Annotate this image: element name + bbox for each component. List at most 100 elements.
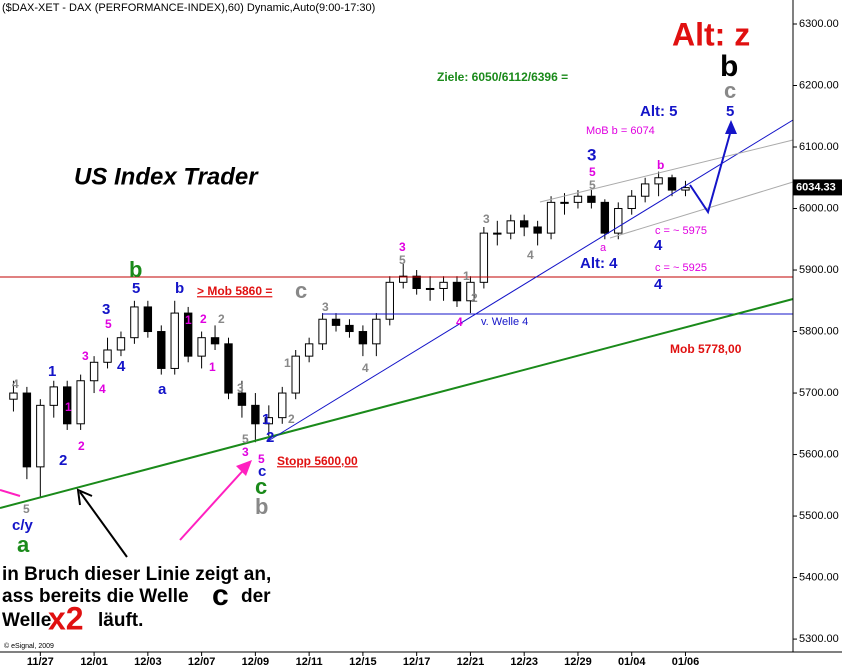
candle-body bbox=[22, 392, 32, 468]
y-tick-label: 5600.00 bbox=[799, 448, 839, 460]
candle-body bbox=[36, 404, 45, 468]
candle-body bbox=[103, 349, 112, 363]
candle-body bbox=[143, 306, 153, 333]
x-tick-label: 12/15 bbox=[349, 656, 377, 668]
annotation: 5 bbox=[399, 253, 406, 267]
y-tick-label: 5800.00 bbox=[799, 325, 839, 337]
annotation: c = ~ 5925 bbox=[655, 262, 707, 274]
annotation: 5 bbox=[132, 280, 140, 297]
annotation: 4 bbox=[12, 377, 19, 391]
annotation: 5 bbox=[589, 178, 596, 192]
annotation: a bbox=[158, 381, 167, 398]
candle-body bbox=[614, 208, 623, 234]
annotation: 2 bbox=[59, 452, 67, 469]
projection-arrow bbox=[689, 129, 732, 215]
arrow-head bbox=[236, 460, 252, 476]
annotation: Mob 5778,00 bbox=[670, 342, 742, 356]
annotation: x2 bbox=[48, 600, 84, 636]
last-price-box bbox=[793, 179, 842, 196]
x-tick-label: 12/03 bbox=[134, 656, 162, 668]
annotation: c bbox=[258, 463, 266, 480]
channel-lower bbox=[609, 181, 794, 239]
annotation: Welle bbox=[2, 610, 51, 631]
candle-body bbox=[506, 220, 515, 234]
candle-body bbox=[560, 201, 569, 204]
annotation: 5 bbox=[242, 432, 249, 446]
y-tick-label: 5400.00 bbox=[799, 571, 839, 583]
candle-body bbox=[264, 417, 274, 425]
candle-body bbox=[291, 355, 300, 394]
annotation: 3 bbox=[102, 301, 110, 318]
x-tick-label: 12/23 bbox=[510, 656, 538, 668]
x-tick-label: 12/09 bbox=[242, 656, 270, 668]
candle-body bbox=[587, 195, 596, 203]
candle-body bbox=[425, 287, 435, 290]
x-tick-label: 12/01 bbox=[80, 656, 108, 668]
annotation: 3 bbox=[587, 145, 596, 164]
candle-body bbox=[533, 226, 542, 234]
last-price-label: 6034.33 bbox=[796, 181, 836, 193]
annotation: 4 bbox=[654, 237, 663, 254]
annotation: 2 bbox=[471, 291, 478, 305]
annotation: 3 bbox=[483, 212, 490, 226]
candle-body bbox=[372, 318, 381, 345]
annotation: Alt: 4 bbox=[580, 255, 618, 272]
candle-body bbox=[358, 331, 368, 345]
x-tick-label: 01/06 bbox=[672, 656, 700, 668]
candle-body bbox=[546, 201, 556, 234]
candle-body bbox=[63, 386, 72, 425]
y-tick-label: 5500.00 bbox=[799, 510, 839, 522]
annotation: 5 bbox=[589, 165, 596, 179]
annotation: c bbox=[295, 278, 307, 303]
annotation: 5 bbox=[726, 103, 734, 120]
candle-body bbox=[452, 281, 462, 302]
annotation: Stopp 5600,00 bbox=[277, 454, 358, 468]
annotation: Alt: z bbox=[672, 16, 750, 52]
candle-body bbox=[345, 324, 354, 333]
annotation: 1 bbox=[463, 269, 470, 283]
x-tick-label: 12/11 bbox=[296, 656, 323, 668]
annotation: c = ~ 5975 bbox=[655, 225, 707, 237]
annotation: 2 bbox=[78, 439, 85, 453]
y-tick-label: 6300.00 bbox=[799, 18, 839, 30]
y-tick-label: 6000.00 bbox=[799, 202, 839, 214]
candle-body bbox=[627, 195, 636, 210]
annotation: der bbox=[241, 586, 271, 607]
annotation: 4 bbox=[527, 248, 534, 262]
annotation: 4 bbox=[456, 315, 463, 329]
annotation: in Bruch dieser Linie zeigt an, bbox=[2, 564, 271, 585]
candle-body bbox=[399, 275, 408, 283]
candle-body bbox=[466, 281, 475, 302]
annotation: c/y bbox=[12, 517, 34, 534]
annotation: 3 bbox=[237, 381, 244, 395]
annotation: 3 bbox=[82, 349, 89, 363]
candle-body bbox=[278, 392, 287, 419]
y-tick-label: 5300.00 bbox=[799, 633, 839, 645]
candle-body bbox=[412, 275, 421, 289]
candle-body bbox=[157, 331, 166, 369]
candle-body bbox=[9, 392, 18, 400]
blue-trendline bbox=[267, 119, 794, 442]
annotation: 1 bbox=[209, 360, 216, 374]
annotation: b bbox=[129, 257, 142, 282]
chart-title: ($DAX-XET - DAX (PERFORMANCE-INDEX),60) … bbox=[2, 2, 375, 14]
annotation: b bbox=[175, 280, 184, 297]
candle-body bbox=[573, 195, 583, 203]
annotation: a bbox=[17, 532, 30, 557]
copyright: © eSignal, 2009 bbox=[4, 642, 54, 650]
y-tick-label: 6100.00 bbox=[799, 141, 839, 153]
candle-body bbox=[479, 232, 489, 283]
support-trendline bbox=[0, 298, 794, 509]
annotation: 4 bbox=[99, 382, 106, 396]
black-arrow bbox=[79, 491, 128, 558]
y-tick-label: 5700.00 bbox=[799, 387, 839, 399]
annotation: 1 bbox=[48, 363, 56, 380]
candle-body bbox=[116, 337, 126, 351]
candle-body bbox=[89, 361, 99, 382]
plot-area bbox=[9, 171, 690, 498]
annotation: 4 bbox=[362, 361, 369, 375]
annotation: c bbox=[212, 579, 229, 612]
annotation: 1 bbox=[284, 356, 291, 370]
annotation: 4 bbox=[654, 276, 663, 293]
